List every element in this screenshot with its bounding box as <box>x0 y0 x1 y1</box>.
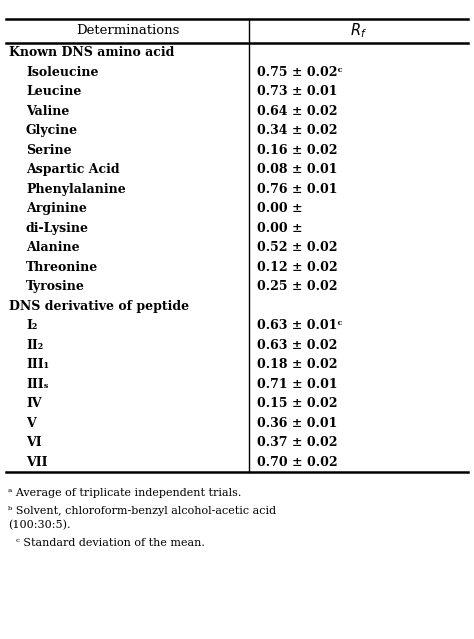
Text: Determinations: Determinations <box>76 24 179 38</box>
Text: 0.12 ± 0.02: 0.12 ± 0.02 <box>257 261 337 273</box>
Text: ᵃ Average of triplicate independent trials.: ᵃ Average of triplicate independent tria… <box>8 488 241 498</box>
Text: 0.64 ± 0.02: 0.64 ± 0.02 <box>257 105 337 118</box>
Text: Isoleucine: Isoleucine <box>26 66 99 79</box>
Text: 0.71 ± 0.01: 0.71 ± 0.01 <box>257 378 337 391</box>
Text: Threonine: Threonine <box>26 261 98 273</box>
Text: (100:30:5).: (100:30:5). <box>8 520 71 530</box>
Text: 0.63 ± 0.01ᶜ: 0.63 ± 0.01ᶜ <box>257 320 343 332</box>
Text: 0.08 ± 0.01: 0.08 ± 0.01 <box>257 163 337 176</box>
Text: I₂: I₂ <box>26 320 37 332</box>
Text: Valine: Valine <box>26 105 69 118</box>
Text: 0.63 ± 0.02: 0.63 ± 0.02 <box>257 339 337 351</box>
Text: VII: VII <box>26 456 47 469</box>
Text: 0.34 ± 0.02: 0.34 ± 0.02 <box>257 124 337 137</box>
Text: 0.52 ± 0.02: 0.52 ± 0.02 <box>257 242 337 254</box>
Text: V: V <box>26 417 36 430</box>
Text: III₁: III₁ <box>26 358 49 371</box>
Text: Tyrosine: Tyrosine <box>26 281 85 293</box>
Text: ᶜ Standard deviation of the mean.: ᶜ Standard deviation of the mean. <box>16 538 205 548</box>
Text: 0.00 ±: 0.00 ± <box>257 222 302 235</box>
Text: 0.37 ± 0.02: 0.37 ± 0.02 <box>257 436 337 449</box>
Text: $\it{R}$$_f$: $\it{R}$$_f$ <box>350 22 367 40</box>
Text: Phenylalanine: Phenylalanine <box>26 183 126 196</box>
Text: 0.73 ± 0.01: 0.73 ± 0.01 <box>257 85 337 98</box>
Text: di-Lysine: di-Lysine <box>26 222 89 235</box>
Text: Serine: Serine <box>26 144 72 157</box>
Text: DNS derivative of peptide: DNS derivative of peptide <box>9 300 189 312</box>
Text: VI: VI <box>26 436 42 449</box>
Text: Aspartic Acid: Aspartic Acid <box>26 163 119 176</box>
Text: Glycine: Glycine <box>26 124 78 137</box>
Text: 0.16 ± 0.02: 0.16 ± 0.02 <box>257 144 337 157</box>
Text: 0.70 ± 0.02: 0.70 ± 0.02 <box>257 456 337 469</box>
Text: Known DNS amino acid: Known DNS amino acid <box>9 46 174 59</box>
Text: IIIₛ: IIIₛ <box>26 378 48 391</box>
Text: 0.36 ± 0.01: 0.36 ± 0.01 <box>257 417 337 430</box>
Text: Leucine: Leucine <box>26 85 82 98</box>
Text: 0.76 ± 0.01: 0.76 ± 0.01 <box>257 183 337 196</box>
Text: Alanine: Alanine <box>26 242 80 254</box>
Text: 0.15 ± 0.02: 0.15 ± 0.02 <box>257 397 337 410</box>
Text: 0.75 ± 0.02ᶜ: 0.75 ± 0.02ᶜ <box>257 66 343 79</box>
Text: 0.25 ± 0.02: 0.25 ± 0.02 <box>257 281 337 293</box>
Text: IV: IV <box>26 397 42 410</box>
Text: II₂: II₂ <box>26 339 43 351</box>
Text: 0.18 ± 0.02: 0.18 ± 0.02 <box>257 358 337 371</box>
Text: Arginine: Arginine <box>26 203 87 215</box>
Text: ᵇ Solvent, chloroform-benzyl alcohol-acetic acid: ᵇ Solvent, chloroform-benzyl alcohol-ace… <box>8 506 276 516</box>
Text: 0.00 ±: 0.00 ± <box>257 203 302 215</box>
